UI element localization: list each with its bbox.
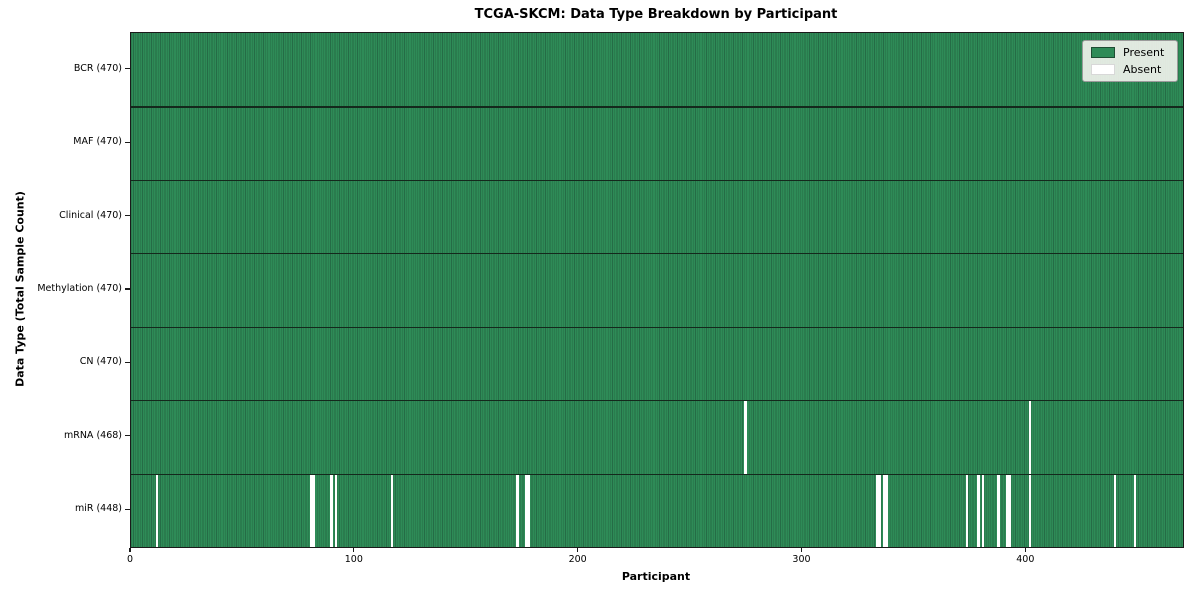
absent-cell — [1008, 474, 1011, 547]
absent-swatch — [1091, 64, 1115, 75]
x-tick-mark — [353, 547, 355, 552]
y-tick-label: mRNA (468) — [63, 429, 122, 441]
absent-cell — [1133, 474, 1137, 547]
row-separator — [131, 400, 1183, 402]
absent-cell — [515, 474, 519, 547]
absent-cell — [885, 474, 888, 547]
legend-label-present: Present — [1123, 46, 1165, 59]
x-tick-label: 200 — [568, 554, 587, 565]
y-tick-mark — [125, 68, 130, 70]
absent-cell — [1006, 474, 1009, 547]
y-tick-label: Clinical (470) — [59, 209, 122, 221]
absent-cell — [310, 474, 313, 547]
x-axis-label: Participant — [621, 570, 691, 583]
absent-cell — [390, 474, 394, 547]
absent-cell — [981, 474, 985, 547]
x-tick-label: 400 — [1016, 554, 1035, 565]
x-tick-label: 100 — [344, 554, 363, 565]
absent-cell — [876, 474, 879, 547]
absent-cell — [312, 474, 315, 547]
y-tick-label: CN (470) — [79, 356, 122, 368]
x-tick-mark — [577, 547, 579, 552]
y-tick-label: BCR (470) — [73, 62, 122, 74]
absent-cell — [883, 474, 886, 547]
x-tick-mark — [800, 547, 803, 552]
absent-cell — [330, 474, 333, 547]
y-tick-mark — [125, 214, 130, 217]
row-separator — [131, 326, 1183, 328]
chart-title: TCGA-SKCM: Data Type Breakdown by Partic… — [474, 7, 838, 22]
plot-area: Present Absent — [130, 32, 1184, 548]
legend: Present Absent — [1082, 40, 1178, 82]
absent-cell — [527, 474, 530, 547]
absent-cell — [155, 474, 159, 547]
y-tick-label: MAF (470) — [73, 136, 122, 148]
absent-cell — [878, 474, 882, 547]
absent-cell — [744, 401, 747, 474]
y-tick-mark — [125, 361, 130, 364]
legend-entry-present: Present — [1091, 47, 1169, 58]
absent-cell — [1113, 474, 1117, 547]
row-separator — [131, 106, 1183, 108]
x-tick-label: 300 — [792, 554, 811, 565]
absent-cell — [334, 474, 338, 547]
y-tick-label: miR (448) — [74, 503, 122, 515]
row-separator — [131, 179, 1183, 182]
legend-label-absent: Absent — [1123, 63, 1162, 76]
legend-entry-absent: Absent — [1091, 64, 1169, 75]
absent-cell — [977, 474, 980, 547]
x-tick-mark — [1024, 547, 1026, 552]
y-tick-mark — [125, 288, 130, 290]
absent-cell — [997, 474, 1000, 547]
absent-cell — [965, 474, 969, 547]
x-tick-label: 0 — [126, 554, 134, 565]
row-separator — [131, 473, 1183, 475]
present-swatch — [1091, 47, 1115, 58]
y-tick-mark — [125, 141, 130, 143]
y-tick-label: Methylation (470) — [37, 283, 122, 294]
y-tick-mark — [125, 508, 130, 510]
absent-cell — [524, 474, 528, 547]
y-tick-mark — [125, 435, 130, 437]
x-tick-mark — [129, 547, 131, 552]
row-separator — [131, 253, 1183, 255]
